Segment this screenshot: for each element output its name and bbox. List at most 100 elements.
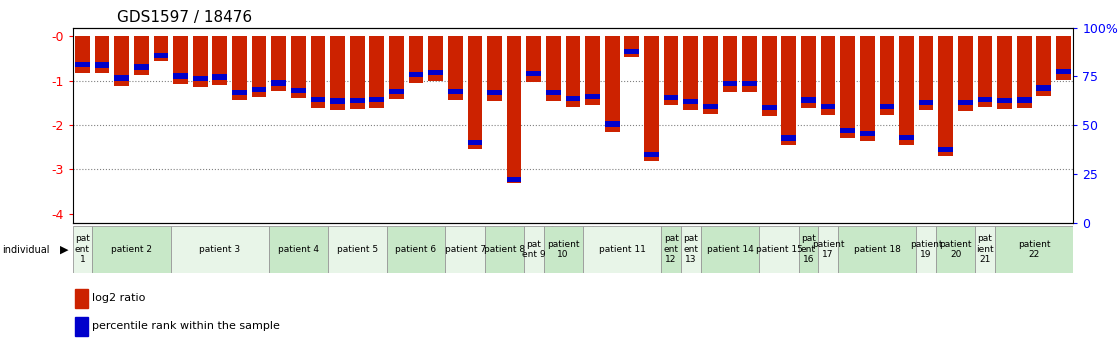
- Bar: [546, 37, 561, 101]
- Bar: [938, 37, 954, 156]
- Bar: [192, 37, 208, 87]
- Bar: [134, 37, 149, 75]
- Bar: [938, 147, 954, 152]
- Bar: [173, 37, 188, 84]
- Bar: [821, 104, 835, 109]
- Bar: [506, 177, 521, 183]
- Bar: [605, 37, 619, 132]
- Text: patient 4: patient 4: [277, 245, 319, 254]
- Bar: [798, 226, 818, 273]
- Bar: [369, 97, 385, 102]
- Bar: [958, 100, 973, 105]
- Bar: [841, 128, 855, 134]
- Text: log2 ratio: log2 ratio: [92, 293, 145, 303]
- Text: percentile rank within the sample: percentile rank within the sample: [92, 321, 281, 331]
- Bar: [75, 37, 89, 73]
- Bar: [837, 226, 917, 273]
- Bar: [860, 131, 874, 136]
- Bar: [781, 37, 796, 145]
- Bar: [997, 98, 1012, 104]
- Bar: [153, 53, 169, 58]
- Bar: [841, 37, 855, 138]
- Bar: [582, 226, 661, 273]
- Bar: [802, 37, 816, 108]
- Bar: [1057, 37, 1071, 80]
- Text: patient 11: patient 11: [598, 245, 645, 254]
- Bar: [448, 89, 463, 94]
- Bar: [487, 90, 502, 95]
- Bar: [311, 97, 325, 102]
- Bar: [311, 37, 325, 108]
- Bar: [76, 289, 87, 307]
- Bar: [761, 37, 777, 116]
- Bar: [761, 105, 777, 110]
- Bar: [703, 104, 718, 109]
- Bar: [625, 49, 639, 54]
- Bar: [958, 37, 973, 111]
- Bar: [330, 37, 344, 110]
- Bar: [917, 226, 936, 273]
- Text: pat
ient
21: pat ient 21: [976, 234, 994, 264]
- Bar: [328, 226, 387, 273]
- Bar: [566, 37, 580, 107]
- Bar: [821, 37, 835, 115]
- Bar: [291, 37, 305, 98]
- Bar: [524, 226, 543, 273]
- Bar: [977, 37, 993, 107]
- Bar: [95, 37, 110, 73]
- Bar: [759, 226, 798, 273]
- Bar: [233, 90, 247, 95]
- Bar: [1057, 69, 1071, 74]
- Text: patient 7: patient 7: [445, 245, 485, 254]
- Bar: [252, 87, 266, 92]
- Bar: [485, 226, 524, 273]
- Text: patient
20: patient 20: [939, 239, 972, 259]
- Text: patient 18: patient 18: [854, 245, 900, 254]
- Bar: [644, 37, 659, 160]
- Bar: [369, 37, 385, 108]
- Bar: [171, 226, 268, 273]
- Bar: [1036, 85, 1051, 90]
- Bar: [291, 88, 305, 93]
- Bar: [268, 226, 328, 273]
- Text: pat
ent
1: pat ent 1: [75, 234, 89, 264]
- Bar: [701, 226, 759, 273]
- Bar: [722, 37, 737, 92]
- Bar: [409, 71, 424, 77]
- Bar: [919, 37, 934, 110]
- Bar: [781, 135, 796, 141]
- Bar: [625, 37, 639, 57]
- Text: patient 14: patient 14: [707, 245, 754, 254]
- Bar: [742, 37, 757, 92]
- Bar: [467, 140, 482, 145]
- Bar: [173, 73, 188, 79]
- Bar: [664, 37, 679, 105]
- Text: pat
ent
12: pat ent 12: [664, 234, 679, 264]
- Bar: [272, 80, 286, 86]
- Bar: [212, 75, 227, 80]
- Bar: [114, 37, 129, 86]
- Text: patient
10: patient 10: [547, 239, 579, 259]
- Bar: [76, 317, 87, 336]
- Bar: [506, 37, 521, 183]
- Bar: [644, 152, 659, 157]
- Bar: [1017, 37, 1032, 108]
- Bar: [585, 94, 600, 99]
- Bar: [802, 97, 816, 102]
- Bar: [95, 62, 110, 68]
- Bar: [681, 226, 701, 273]
- Bar: [936, 226, 975, 273]
- Bar: [997, 37, 1012, 109]
- Bar: [350, 98, 364, 103]
- Bar: [683, 99, 698, 104]
- Text: pat
ent 9: pat ent 9: [522, 239, 546, 259]
- Bar: [661, 226, 681, 273]
- Bar: [448, 37, 463, 100]
- Bar: [742, 81, 757, 87]
- Bar: [428, 37, 443, 81]
- Bar: [1017, 97, 1032, 102]
- Text: patient
22: patient 22: [1017, 239, 1050, 259]
- Text: patient 6: patient 6: [396, 245, 437, 254]
- Bar: [445, 226, 485, 273]
- Text: patient 2: patient 2: [111, 245, 152, 254]
